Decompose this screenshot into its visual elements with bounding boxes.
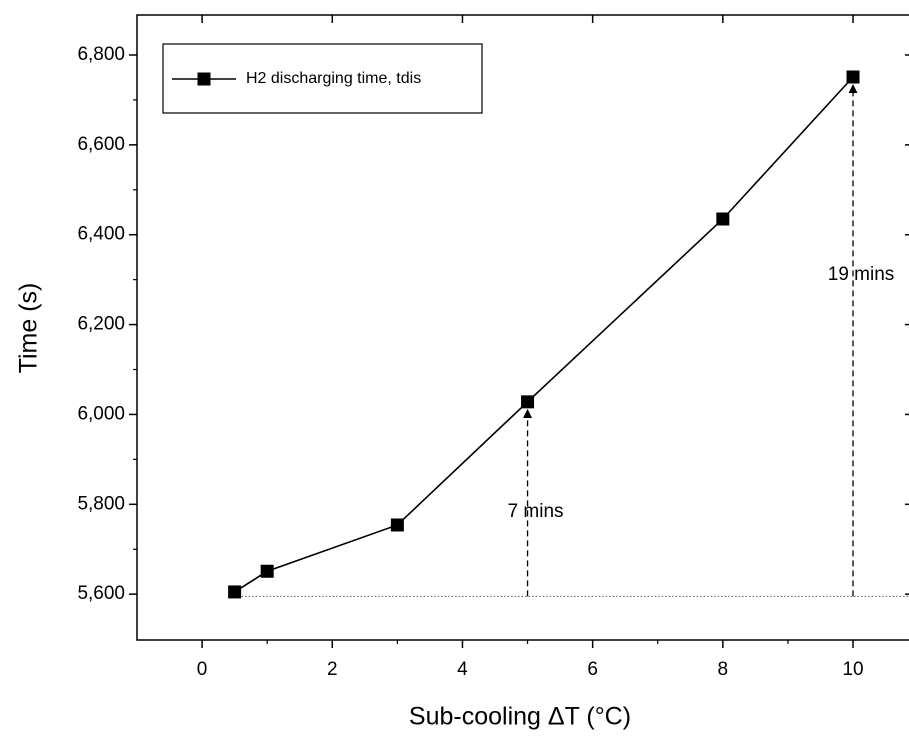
y-tick-label: 6,600 <box>77 134 125 155</box>
y-tick-label: 5,800 <box>77 493 125 514</box>
data-point <box>521 395 535 409</box>
annotation: 19 mins <box>828 264 895 285</box>
x-tick-label: 2 <box>327 659 338 680</box>
y-tick-label: 6,200 <box>77 314 125 335</box>
y-tick-label: 6,000 <box>77 403 125 424</box>
y-tick-label: 5,600 <box>77 583 125 604</box>
x-tick-label: 6 <box>587 659 598 680</box>
x-axis-title: Sub-cooling ΔT (°C) <box>409 703 631 731</box>
y-tick-label: 6,800 <box>77 44 125 65</box>
legend-label: H2 discharging time, tdis <box>246 70 421 87</box>
legend-marker <box>197 72 211 86</box>
x-tick-label: 4 <box>457 659 468 680</box>
x-tick-label: 8 <box>718 659 729 680</box>
y-axis-title: Time (s) <box>15 283 43 374</box>
x-tick-label: 0 <box>197 659 208 680</box>
plot-frame <box>136 14 909 641</box>
data-point <box>260 564 274 578</box>
annotation: 7 mins <box>508 501 564 522</box>
x-tick-label: 10 <box>842 659 863 680</box>
data-point <box>846 70 860 84</box>
data-point <box>228 585 242 599</box>
y-tick-label: 6,400 <box>77 224 125 245</box>
data-point <box>390 518 404 532</box>
data-point <box>716 212 730 226</box>
